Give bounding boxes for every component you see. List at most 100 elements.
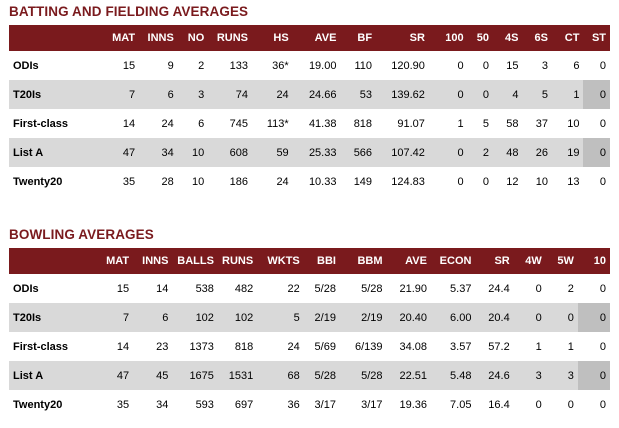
stat-cell: 5.48 (430, 361, 476, 390)
stat-cell: 102 (217, 303, 258, 332)
stat-cell: 0 (467, 167, 493, 196)
stat-cell: 139.62 (376, 80, 429, 109)
stat-cell: 0 (428, 80, 468, 109)
stat-cell: 0 (577, 303, 610, 332)
stat-cell: 10 (177, 138, 209, 167)
format-label: First-class (9, 332, 92, 361)
stat-cell: 5/28 (339, 274, 387, 303)
bowling-column-header: WKTS (257, 248, 304, 274)
stat-cell: 0 (577, 361, 610, 390)
batting-column-header: HS (252, 25, 293, 51)
stat-cell: 113* (252, 109, 293, 138)
format-label: Twenty20 (9, 167, 99, 196)
stat-cell: 5 (257, 303, 304, 332)
stat-cell: 10 (177, 167, 209, 196)
stat-cell: 24.4 (475, 274, 514, 303)
stat-cell: 566 (340, 138, 377, 167)
bowling-column-header: 4W (513, 248, 546, 274)
stat-cell: 3/17 (303, 390, 340, 419)
stat-cell: 20.4 (475, 303, 514, 332)
batting-column-header: 50 (467, 25, 493, 51)
stat-cell: 47 (98, 138, 140, 167)
stat-cell: 6 (551, 51, 584, 80)
stat-cell: 28 (139, 167, 178, 196)
stat-cell: 5 (522, 80, 552, 109)
batting-table-row: Twenty20 35 28 10 186 24 10.33 149 124.83 0 0 12 10 1… (9, 167, 610, 196)
stat-cell: 24 (252, 80, 293, 109)
stat-cell: 120.90 (376, 51, 429, 80)
stat-cell: 1373 (172, 332, 218, 361)
stat-cell: 5/28 (303, 274, 340, 303)
stat-cell: 186 (208, 167, 253, 196)
stat-cell: 3 (513, 361, 546, 390)
stat-cell: 3.57 (430, 332, 476, 361)
bowling-table-row: ODIs 15 14 538 482 22 5/28 5/28 21.90 5.37 24.4 0 2 0 (9, 274, 610, 303)
batting-column-header: ST (583, 25, 610, 51)
stat-cell: 15 (98, 51, 140, 80)
stat-cell: 0 (577, 390, 610, 419)
stat-cell: 10 (522, 167, 552, 196)
bowling-column-header: BBI (303, 248, 340, 274)
stat-cell: 19 (551, 138, 584, 167)
stat-cell: 1 (545, 332, 578, 361)
stat-cell: 102 (172, 303, 218, 332)
stat-cell: 35 (91, 390, 134, 419)
batting-column-header: AVE (292, 25, 341, 51)
batting-column-header: MAT (98, 25, 140, 51)
stat-cell: 0 (428, 167, 468, 196)
bowling-column-header: RUNS (217, 248, 258, 274)
stat-cell: 3 (177, 80, 209, 109)
format-label: T20Is (9, 303, 92, 332)
stat-cell: 110 (340, 51, 377, 80)
stat-cell: 57.2 (475, 332, 514, 361)
stat-cell: 818 (340, 109, 377, 138)
stat-cell: 14 (133, 274, 173, 303)
bowling-column-header: SR (475, 248, 514, 274)
stat-cell: 2 (467, 138, 493, 167)
format-label: ODIs (9, 274, 92, 303)
batting-table-row: ODIs 15 9 2 133 36* 19.00 110 120.90 0 0 15 3 6 0 (9, 51, 610, 80)
stat-cell: 0 (583, 51, 610, 80)
stat-cell: 107.42 (376, 138, 429, 167)
stat-cell: 23 (133, 332, 173, 361)
stat-cell: 0 (583, 109, 610, 138)
stat-cell: 0 (577, 274, 610, 303)
stat-cell: 149 (340, 167, 377, 196)
stat-cell: 697 (217, 390, 258, 419)
stat-cell: 24.6 (475, 361, 514, 390)
bowling-column-header: INNS (133, 248, 173, 274)
format-label: T20Is (9, 80, 99, 109)
format-label: List A (9, 138, 99, 167)
stat-cell: 24 (139, 109, 178, 138)
stat-cell: 34 (133, 390, 173, 419)
batting-column-header: SR (376, 25, 429, 51)
stat-cell: 2 (545, 274, 578, 303)
batting-section-title: BATTING AND FIELDING AVERAGES (9, 4, 249, 19)
stat-cell: 0 (513, 390, 546, 419)
batting-column-header (9, 25, 99, 51)
bowling-column-header: 10 (577, 248, 610, 274)
stat-cell: 14 (98, 109, 140, 138)
stat-cell: 0 (583, 138, 610, 167)
bowling-table-row: List A 47 45 1675 1531 68 5/28 5/28 22.51 5.48 24.… (9, 361, 610, 390)
stat-cell: 1531 (217, 361, 258, 390)
stat-cell: 0 (545, 303, 578, 332)
stat-cell: 818 (217, 332, 258, 361)
batting-column-header: BF (340, 25, 377, 51)
stat-cell: 593 (172, 390, 218, 419)
batting-fielding-table: MAT INNS NO RUNS HS AVE BF SR 100 50 4S 6S CT ST ODIs… (9, 25, 610, 196)
stat-cell: 1675 (172, 361, 218, 390)
stat-cell: 10 (551, 109, 584, 138)
stat-cell: 6.00 (430, 303, 476, 332)
stat-cell: 3 (522, 51, 552, 80)
stat-cell: 5 (467, 109, 493, 138)
bowling-column-header: 5W (545, 248, 578, 274)
bowling-column-header: BALLS (172, 248, 218, 274)
batting-column-header: INNS (139, 25, 178, 51)
stat-cell: 0 (428, 51, 468, 80)
stat-cell: 24 (252, 167, 293, 196)
stat-cell: 24 (257, 332, 304, 361)
stat-cell: 1 (513, 332, 546, 361)
stat-cell: 22.51 (386, 361, 431, 390)
batting-column-header: 100 (428, 25, 468, 51)
